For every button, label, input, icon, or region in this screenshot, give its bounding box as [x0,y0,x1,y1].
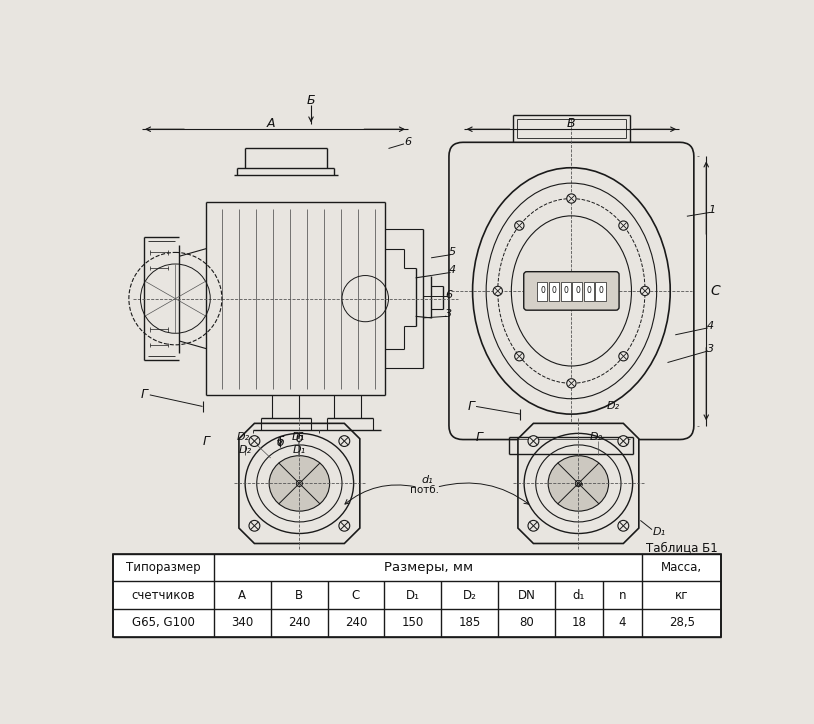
Text: 0: 0 [587,287,592,295]
Bar [102,87,733,545]
Text: 4: 4 [707,321,714,331]
Text: 18: 18 [571,616,586,629]
Text: d₁: d₁ [573,589,585,602]
Circle shape [619,221,628,230]
Text: 240: 240 [288,616,310,629]
Text: 0: 0 [598,287,603,295]
Circle shape [567,379,576,388]
Bar [113,554,721,636]
Text: 150: 150 [401,616,424,629]
Ellipse shape [548,455,609,511]
Text: С: С [711,284,720,298]
Circle shape [618,436,628,447]
Text: б: б [276,436,284,449]
Bar [584,282,594,301]
Text: D₁: D₁ [293,445,306,455]
Circle shape [528,436,539,447]
FancyBboxPatch shape [449,143,694,439]
Text: D₂: D₂ [606,401,619,411]
Text: 4: 4 [449,265,457,275]
Circle shape [249,436,260,447]
Text: Таблица Б1: Таблица Б1 [646,541,718,554]
Text: 185: 185 [458,616,481,629]
Text: D₂: D₂ [239,445,252,455]
Bar [549,282,559,301]
Text: C: C [352,589,360,602]
Text: 6: 6 [405,138,411,147]
Text: Размеры, мм: Размеры, мм [383,561,473,574]
Text: В: В [567,117,575,130]
Circle shape [249,521,260,531]
Text: B: B [295,589,303,602]
Text: 6: 6 [445,290,453,300]
Text: 80: 80 [519,616,534,629]
Text: Г: Г [141,388,148,401]
Bar [572,282,582,301]
Text: D₂: D₂ [237,432,250,442]
Text: кг: кг [675,589,689,602]
Text: Г: Г [468,400,475,413]
Circle shape [567,194,576,203]
Circle shape [528,521,539,531]
Circle shape [514,352,524,361]
Text: 3: 3 [707,344,714,354]
Text: G65, G100: G65, G100 [132,616,195,629]
Circle shape [514,221,524,230]
Text: 3: 3 [445,309,453,319]
Text: 0: 0 [575,287,580,295]
Text: 340: 340 [231,616,253,629]
Text: D₁: D₁ [653,527,667,537]
Bar [595,282,606,301]
Bar [561,282,571,301]
Polygon shape [239,424,360,544]
Text: 0: 0 [563,287,568,295]
Text: 4: 4 [619,616,626,629]
Circle shape [641,286,650,295]
Text: 240: 240 [345,616,367,629]
Circle shape [339,521,350,531]
Text: б: б [295,432,304,445]
FancyBboxPatch shape [523,272,619,310]
Text: A: A [239,589,247,602]
Text: d₁: d₁ [422,474,433,484]
Text: D₂: D₂ [589,432,602,442]
Polygon shape [518,424,639,544]
Text: DN: DN [518,589,536,602]
Circle shape [493,286,502,295]
Bar [537,282,547,301]
Text: 0: 0 [540,287,545,295]
Text: Типоразмер: Типоразмер [126,561,201,574]
Circle shape [618,521,628,531]
Text: Б: Б [307,94,315,107]
Text: n: n [619,589,626,602]
Text: Г: Г [203,434,210,447]
Circle shape [339,436,350,447]
Ellipse shape [269,455,330,511]
Text: 5: 5 [449,248,457,258]
Text: 28,5: 28,5 [668,616,694,629]
Text: А: А [266,117,275,130]
Text: D₂: D₂ [462,589,476,602]
Text: D₁: D₁ [406,589,420,602]
Text: потб.: потб. [409,484,439,494]
Text: Г: Г [475,431,483,444]
Text: D₁: D₁ [291,432,304,442]
Text: счетчиков: счетчиков [132,589,195,602]
Text: дн: дн [575,481,584,487]
Circle shape [619,352,628,361]
Text: 0: 0 [552,287,557,295]
Text: Масса,: Масса, [661,561,702,574]
Text: 1: 1 [709,205,716,215]
